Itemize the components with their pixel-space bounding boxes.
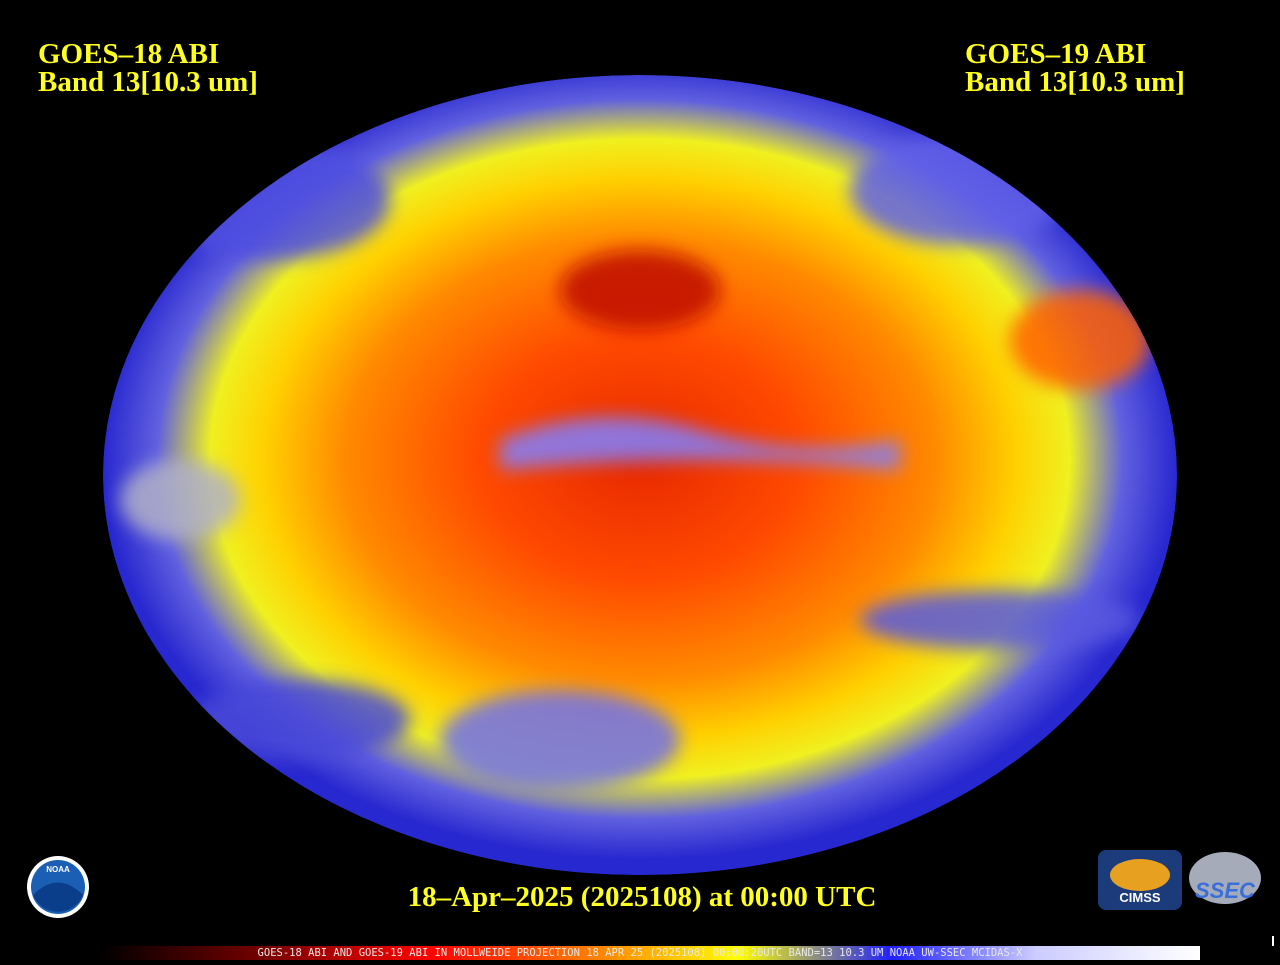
cimss-logo: CIMSS: [1098, 850, 1182, 910]
cimss-text: CIMSS: [1119, 890, 1161, 905]
color-bar: [100, 946, 1200, 960]
ssec-text: SSEC: [1195, 878, 1256, 903]
earth-disk: [103, 75, 1177, 875]
noaa-text: NOAA: [46, 865, 70, 874]
ssec-logo: SSEC: [1189, 852, 1261, 904]
corner-mark: [1272, 936, 1274, 946]
right-satellite: GOES–19 ABI: [965, 38, 1146, 70]
left-band: Band 13[10.3 um]: [38, 66, 258, 98]
right-band: Band 13[10.3 um]: [965, 66, 1185, 98]
left-satellite: GOES–18 ABI: [38, 38, 219, 70]
footer-text: GOES-18 ABI AND GOES-19 ABI IN MOLLWEIDE…: [258, 947, 1024, 959]
noaa-logo: NOAA: [27, 856, 89, 918]
timestamp: 18–Apr–2025 (2025108) at 00:00 UTC: [408, 881, 877, 913]
